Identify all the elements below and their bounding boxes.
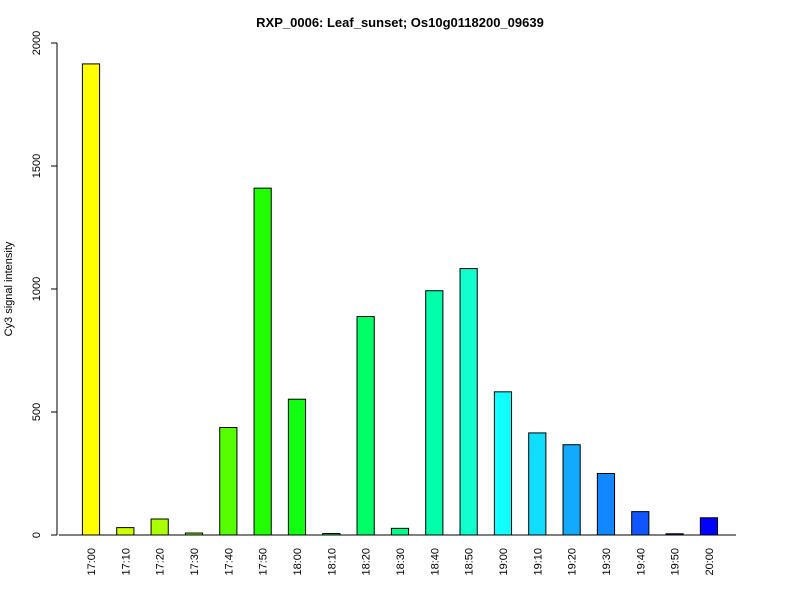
y-tick-label: 1000	[31, 277, 43, 301]
x-tick-label: 18:40	[429, 548, 441, 576]
x-tick-label: 17:30	[189, 548, 201, 576]
x-tick-label: 18:10	[326, 548, 338, 576]
x-tick-label: 17:40	[223, 548, 235, 576]
x-tick-label: 19:40	[635, 548, 647, 576]
x-tick-label: 18:00	[292, 548, 304, 576]
bar-1920	[562, 444, 581, 536]
x-tick-label: 20:00	[704, 548, 716, 576]
bar-1900	[493, 391, 513, 536]
bar-1930	[596, 473, 616, 536]
y-tick-label: 0	[31, 532, 43, 538]
bar-1730	[184, 532, 204, 536]
y-tick-label: 1500	[31, 154, 43, 178]
x-tick-label: 19:20	[567, 548, 579, 576]
bar-1720	[150, 518, 169, 536]
x-tick-label: 17:50	[258, 548, 270, 576]
bar-1850	[459, 268, 478, 536]
bar-1710	[116, 527, 135, 536]
chart-title: RXP_0006: Leaf_sunset; Os10g0118200_0963…	[256, 15, 544, 30]
x-tick-label: 19:50	[670, 548, 682, 576]
bar-1740	[219, 426, 238, 536]
x-tick-label: 19:10	[532, 548, 544, 576]
bars-group	[81, 63, 719, 536]
x-tick-label: 18:30	[395, 548, 407, 576]
x-tick-label: 19:00	[498, 548, 510, 576]
bar-1950	[665, 533, 684, 536]
bar-1810	[322, 533, 341, 536]
bar-1750	[253, 187, 272, 536]
bar-1840	[425, 290, 444, 536]
y-tick-label: 2000	[31, 31, 43, 55]
x-axis: 17:00 17:10 17:20 17:30 17:40 17:50 18:00 18:10…	[59, 534, 736, 576]
bar-1700	[81, 63, 101, 536]
x-tick-label: 19:30	[601, 548, 613, 576]
bar-1830	[390, 527, 410, 536]
bar-1910	[528, 432, 547, 536]
bar-1820	[356, 316, 375, 536]
x-tick-label: 17:10	[120, 548, 132, 576]
y-axis-label: Cy3 signal intensity	[3, 241, 15, 336]
y-tick-label: 500	[31, 403, 43, 421]
bar-1800	[287, 398, 307, 536]
bar-1940	[631, 511, 650, 536]
x-tick-label: 18:50	[464, 548, 476, 576]
bar-2000	[699, 517, 719, 536]
x-tick-label: 17:20	[155, 548, 167, 576]
x-tick-label: 17:00	[86, 548, 98, 576]
x-tick-label: 18:20	[361, 548, 373, 576]
y-axis: 0 500 1000 1500 2000	[31, 31, 58, 538]
